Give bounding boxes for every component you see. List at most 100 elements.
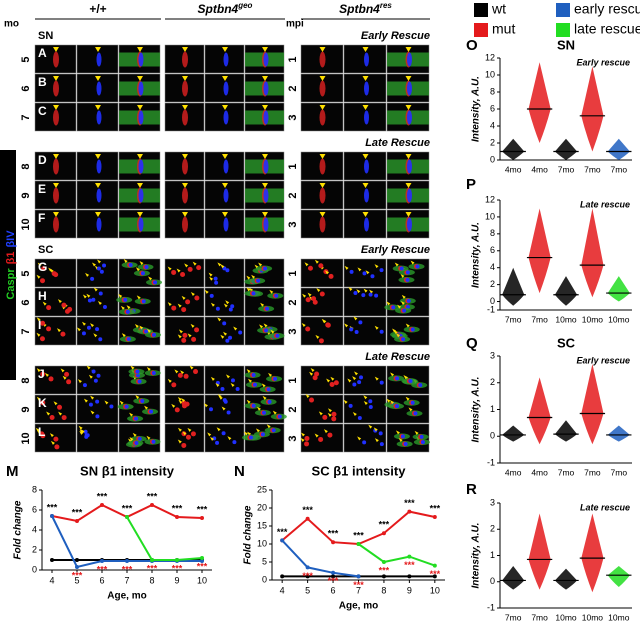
section-label: SC [38, 244, 53, 256]
point-cloud [502, 138, 525, 160]
arrowhead [46, 411, 51, 416]
node-signal [319, 158, 326, 175]
arrowhead [262, 47, 268, 52]
chart-subtitle: Early rescue [576, 57, 630, 67]
node-signal [182, 216, 188, 233]
node-signal [361, 293, 366, 298]
node-signal [66, 379, 72, 385]
point-cloud [581, 208, 604, 298]
arrowhead [49, 433, 54, 438]
node-signal [83, 429, 88, 434]
node-signal [263, 159, 269, 174]
panel-letter: O [466, 37, 478, 54]
node-signal [182, 80, 188, 97]
panel-letter: G [38, 260, 47, 274]
row-mo: 8 [20, 163, 32, 169]
node-signal [319, 291, 325, 297]
arrowhead [304, 262, 309, 267]
micrograph [300, 394, 344, 424]
arrowhead [374, 438, 379, 443]
x-tick-label: 4mo [531, 164, 548, 174]
arrowhead [119, 400, 124, 405]
arrowhead [223, 303, 228, 308]
x-tick-label: 5 [74, 575, 79, 585]
point-cloud [554, 138, 578, 160]
arrowhead [302, 293, 307, 298]
arrowhead [187, 427, 192, 432]
arrowhead [118, 293, 123, 298]
arrowhead [45, 372, 50, 377]
tissue-label: SN [557, 37, 575, 52]
row-mo: 8 [20, 377, 32, 383]
point [331, 570, 336, 575]
arrowhead [130, 365, 135, 370]
arrowhead [88, 374, 93, 379]
node-signal [403, 442, 408, 447]
x-tick-label: 7mo [611, 164, 628, 174]
node-signal [348, 403, 353, 408]
arrowhead [62, 375, 67, 380]
point-cloud [607, 425, 630, 442]
y-tick-label: 10 [485, 69, 495, 79]
node-signal [379, 329, 384, 334]
node-signal [263, 217, 269, 232]
point-cloud [528, 513, 551, 590]
row-mo: 7 [20, 328, 32, 334]
arrowhead [374, 325, 379, 330]
node-signal [379, 442, 384, 447]
point [356, 542, 361, 546]
arrowhead [223, 331, 228, 336]
node-signal [410, 400, 415, 405]
arrowhead [135, 267, 140, 272]
arrowhead [410, 260, 415, 265]
micrograph [204, 287, 245, 317]
x-tick-label: 10mo [582, 612, 604, 622]
point [381, 531, 386, 536]
arrowhead [310, 368, 315, 373]
node-signal [46, 305, 52, 311]
arrowhead [178, 329, 183, 334]
arrowhead [323, 429, 328, 434]
significance: *** [72, 570, 83, 580]
node-signal [318, 338, 324, 344]
node-signal [171, 382, 177, 388]
significance: *** [404, 560, 415, 570]
arrowhead [79, 429, 84, 434]
y-tick-label: 20 [257, 502, 267, 512]
arrowhead [182, 105, 188, 110]
node-signal [251, 291, 256, 296]
genotype-header: +/+ [89, 2, 106, 16]
node-signal [307, 265, 313, 271]
node-signal [81, 331, 86, 336]
node-signal [138, 188, 144, 203]
arrowhead [393, 330, 398, 335]
node-signal [370, 274, 375, 279]
arrowhead [269, 289, 274, 294]
point-cloud [554, 276, 578, 306]
significance: *** [430, 569, 441, 579]
node-signal [260, 432, 265, 437]
node-signal [230, 378, 235, 383]
node-signal [182, 332, 188, 338]
panel-letter: P [466, 176, 476, 193]
point-cloud [607, 276, 630, 302]
arrowhead [400, 301, 405, 306]
stain-name: Caspr [5, 268, 17, 300]
x-tick-label: 10 [430, 585, 440, 595]
node-signal [171, 305, 177, 311]
node-signal [138, 110, 144, 125]
arrowhead [300, 432, 305, 437]
arrowhead [347, 378, 352, 383]
y-tick-label: 2 [32, 544, 37, 554]
x-tick-label: 7mo [531, 314, 548, 324]
arrowhead [400, 273, 405, 278]
node-signal [311, 296, 317, 302]
arrowhead [176, 268, 181, 273]
node-signal [273, 376, 278, 381]
point-cloud [528, 377, 551, 445]
y-tick-label: 0 [262, 574, 267, 584]
arrowhead [405, 154, 412, 159]
significance: *** [302, 571, 313, 581]
point [305, 565, 310, 570]
row-mpi: 1 [287, 270, 299, 276]
